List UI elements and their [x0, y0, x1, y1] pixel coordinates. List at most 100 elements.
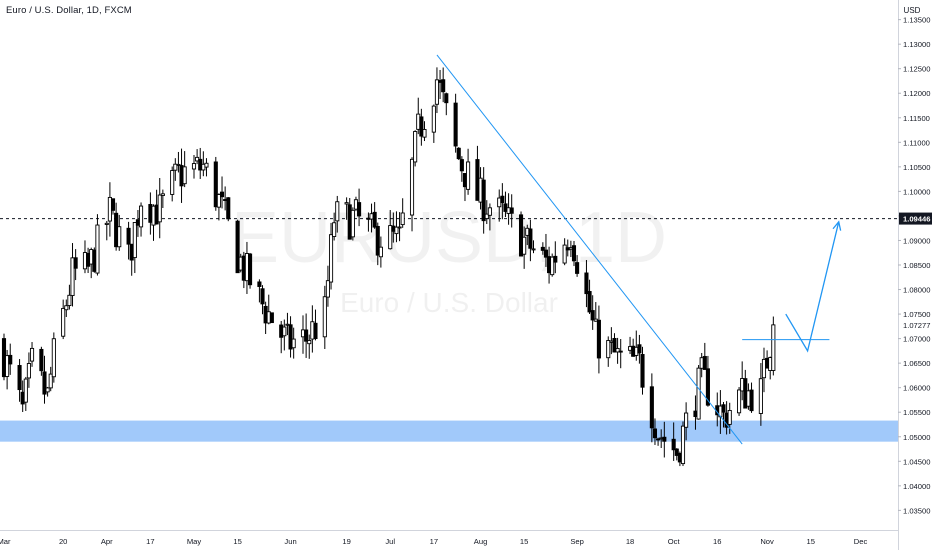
candle[interactable]	[269, 312, 274, 324]
candle[interactable]	[61, 299, 66, 340]
candle[interactable]	[656, 437, 661, 446]
candle[interactable]	[8, 343, 13, 375]
candle[interactable]	[441, 67, 446, 103]
candle[interactable]	[126, 221, 131, 260]
candle[interactable]	[322, 285, 327, 350]
candle[interactable]	[400, 198, 405, 228]
candle[interactable]	[584, 260, 589, 308]
candle[interactable]	[637, 334, 642, 364]
candle[interactable]	[95, 214, 100, 276]
candle[interactable]	[191, 155, 197, 179]
candle[interactable]	[378, 236, 383, 268]
candle[interactable]	[350, 207, 355, 241]
candle[interactable]	[132, 222, 137, 274]
candle[interactable]	[39, 346, 44, 376]
candle[interactable]	[615, 337, 620, 364]
candle[interactable]	[453, 93, 458, 153]
candle[interactable]	[282, 319, 287, 351]
candle[interactable]	[459, 156, 464, 182]
candle[interactable]	[70, 243, 75, 307]
support-zone[interactable]	[0, 420, 898, 442]
candle[interactable]	[332, 212, 337, 241]
candle[interactable]	[618, 338, 623, 369]
candle[interactable]	[170, 166, 175, 202]
candle[interactable]	[571, 240, 577, 267]
candle[interactable]	[587, 279, 592, 315]
time-axis[interactable]: Mar 20 Apr 17 May 15 Jun 19 Jul 17 Aug 15 Sep 18 Oct 16…	[0, 530, 898, 547]
candle[interactable]	[26, 352, 31, 388]
candle[interactable]	[606, 336, 611, 367]
candle[interactable]	[702, 342, 707, 370]
candle[interactable]	[313, 309, 318, 341]
candle[interactable]	[758, 363, 763, 426]
candle[interactable]	[680, 421, 686, 467]
candle[interactable]	[444, 92, 449, 116]
candle[interactable]	[198, 147, 203, 179]
candle[interactable]	[528, 219, 533, 262]
projection-path[interactable]	[785, 221, 840, 353]
candle[interactable]	[51, 332, 56, 383]
candle[interactable]	[307, 334, 312, 359]
candle[interactable]	[652, 418, 658, 445]
candle[interactable]	[721, 401, 726, 428]
candle[interactable]	[640, 346, 645, 395]
drawings[interactable]	[436, 54, 842, 445]
candle[interactable]	[509, 194, 514, 228]
candle[interactable]	[500, 183, 505, 220]
candle[interactable]	[431, 104, 436, 143]
candle[interactable]	[48, 366, 53, 392]
candle[interactable]	[304, 313, 309, 358]
candle[interactable]	[219, 176, 225, 209]
candle[interactable]	[394, 211, 399, 243]
candle[interactable]	[531, 240, 536, 254]
candle[interactable]	[562, 238, 567, 266]
candle[interactable]	[674, 448, 679, 461]
candle[interactable]	[413, 130, 418, 167]
candle[interactable]	[409, 157, 415, 232]
candle[interactable]	[67, 284, 72, 310]
candle[interactable]	[176, 151, 181, 173]
candle[interactable]	[157, 177, 162, 239]
candle[interactable]	[372, 202, 377, 229]
candle[interactable]	[737, 387, 742, 416]
candle[interactable]	[344, 197, 349, 220]
candle[interactable]	[553, 241, 558, 274]
trendline[interactable]	[436, 54, 743, 445]
candle[interactable]	[288, 316, 293, 358]
candle[interactable]	[213, 156, 218, 211]
candle[interactable]	[325, 265, 330, 307]
candle[interactable]	[540, 242, 545, 255]
candles[interactable]	[1, 67, 776, 467]
candle[interactable]	[484, 200, 489, 225]
candle[interactable]	[73, 249, 78, 281]
candle[interactable]	[575, 255, 580, 277]
candle[interactable]	[328, 222, 334, 290]
candle[interactable]	[466, 148, 471, 195]
candle[interactable]	[45, 386, 50, 397]
candle[interactable]	[335, 195, 340, 233]
candle[interactable]	[771, 316, 776, 376]
candle[interactable]	[596, 305, 601, 374]
candle[interactable]	[216, 193, 221, 221]
candle[interactable]	[481, 167, 486, 234]
candle[interactable]	[434, 67, 439, 114]
candle[interactable]	[248, 252, 253, 289]
candle[interactable]	[226, 197, 231, 222]
candle[interactable]	[173, 158, 178, 181]
candle[interactable]	[749, 382, 754, 413]
candle[interactable]	[522, 226, 527, 269]
candle[interactable]	[23, 376, 28, 411]
candle[interactable]	[397, 212, 402, 242]
candle[interactable]	[518, 211, 524, 257]
candle[interactable]	[42, 355, 47, 404]
candle[interactable]	[182, 151, 187, 188]
candle[interactable]	[279, 320, 284, 354]
candle[interactable]	[5, 349, 10, 390]
candle[interactable]	[671, 422, 676, 461]
candle[interactable]	[260, 285, 265, 315]
candle[interactable]	[422, 121, 427, 142]
candle[interactable]	[696, 365, 701, 420]
candle[interactable]	[550, 253, 555, 277]
candle[interactable]	[204, 158, 209, 177]
